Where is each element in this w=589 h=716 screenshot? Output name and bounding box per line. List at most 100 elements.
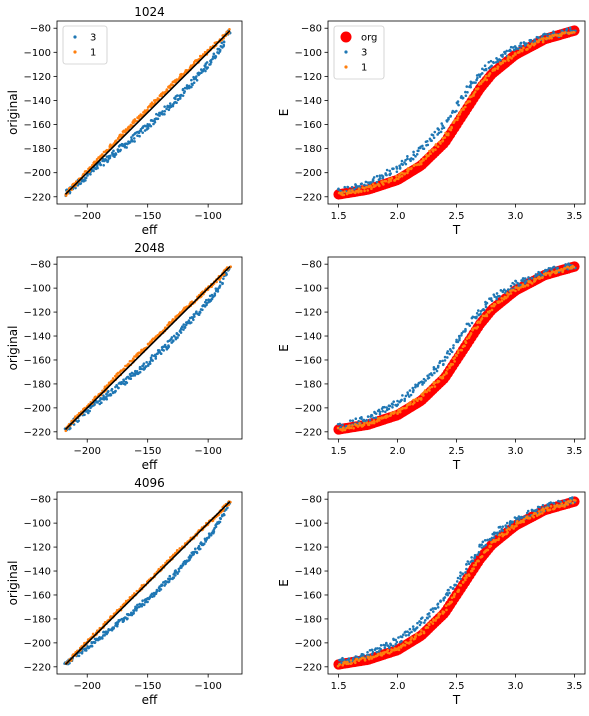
- point-1: [431, 622, 435, 625]
- point-3: [432, 366, 436, 369]
- point-1: [428, 149, 431, 153]
- point-3: [498, 525, 502, 529]
- point-3: [192, 552, 195, 556]
- point-3: [152, 122, 155, 126]
- point-3: [403, 399, 406, 403]
- point-3: [460, 334, 463, 337]
- point-1: [342, 193, 346, 197]
- point-3: [198, 547, 202, 551]
- point-1: [370, 421, 374, 425]
- point-1: [571, 501, 575, 505]
- point-3: [459, 574, 462, 578]
- point-1: [441, 139, 444, 143]
- point-3: [476, 76, 479, 80]
- point-3: [105, 395, 108, 399]
- point-3: [192, 313, 196, 316]
- point-1: [485, 313, 488, 316]
- point-3: [370, 652, 374, 656]
- point-3: [167, 344, 170, 347]
- point-1: [534, 277, 538, 281]
- point-3: [396, 399, 399, 403]
- point-1: [563, 266, 567, 270]
- x-tick-label: −100: [194, 211, 221, 222]
- y-axis-label: original: [6, 561, 20, 606]
- point-3: [371, 179, 375, 183]
- point-1: [362, 423, 366, 427]
- point-1: [174, 551, 177, 555]
- point-1: [512, 288, 515, 292]
- point-3: [419, 621, 423, 624]
- point-1: [420, 629, 423, 632]
- point-3: [400, 398, 403, 402]
- point-3: [421, 144, 424, 148]
- point-3: [149, 124, 153, 128]
- point-1: [463, 344, 466, 348]
- point-3: [133, 140, 136, 143]
- point-1: [542, 37, 546, 40]
- point-3: [114, 153, 118, 156]
- point-3: [537, 272, 541, 276]
- point-3: [545, 33, 548, 36]
- point-3: [106, 631, 109, 634]
- point-1: [532, 515, 536, 519]
- point-1: [526, 515, 529, 518]
- y-tick-label: −100: [295, 284, 322, 295]
- point-3: [220, 41, 224, 45]
- point-3: [430, 373, 434, 377]
- point-1: [548, 508, 552, 512]
- point-3: [524, 277, 527, 280]
- point-3: [100, 636, 104, 639]
- point-3: [343, 185, 347, 189]
- point-3: [122, 378, 125, 382]
- point-3: [557, 499, 560, 503]
- point-3: [474, 81, 477, 84]
- point-3: [490, 64, 493, 68]
- x-tick-label: −100: [194, 681, 221, 692]
- point-3: [395, 170, 399, 174]
- point-3: [176, 336, 179, 339]
- point-3: [383, 644, 387, 647]
- point-3: [480, 543, 483, 546]
- point-1: [553, 506, 557, 510]
- point-3: [565, 27, 569, 31]
- point-3: [552, 265, 556, 269]
- point-1: [483, 314, 487, 318]
- point-1: [514, 53, 517, 56]
- point-1: [428, 389, 431, 392]
- point-3: [475, 311, 479, 315]
- x-tick-label: 2.0: [390, 681, 406, 692]
- point-1: [572, 265, 576, 269]
- y-tick-label: −200: [24, 403, 51, 414]
- point-1: [538, 38, 542, 41]
- y-tick-label: −220: [24, 192, 51, 203]
- plot-area: [333, 25, 580, 200]
- point-3: [562, 499, 566, 502]
- point-3: [389, 172, 392, 175]
- point-3: [154, 355, 158, 358]
- point-1: [434, 148, 437, 151]
- point-3: [360, 416, 363, 419]
- x-axis-label: eff: [142, 223, 158, 237]
- point-3: [465, 567, 468, 571]
- point-3: [552, 502, 556, 505]
- point-3: [460, 331, 464, 335]
- point-3: [374, 416, 378, 419]
- point-3: [556, 266, 559, 270]
- point-3: [433, 371, 436, 375]
- point-3: [501, 53, 504, 57]
- point-3: [513, 283, 516, 286]
- y-tick-label: −200: [295, 403, 322, 414]
- point-3: [438, 360, 442, 363]
- x-tick-label: 3.0: [507, 446, 523, 457]
- point-3: [470, 559, 474, 562]
- point-1: [389, 414, 393, 417]
- point-3: [84, 176, 88, 180]
- plot-area: [333, 261, 580, 435]
- point-3: [490, 536, 494, 540]
- point-1: [549, 505, 553, 508]
- x-tick-label: 3.5: [566, 446, 582, 457]
- point-3: [132, 611, 135, 615]
- point-3: [387, 407, 391, 411]
- point-3: [184, 323, 188, 327]
- plot-area: [63, 500, 232, 666]
